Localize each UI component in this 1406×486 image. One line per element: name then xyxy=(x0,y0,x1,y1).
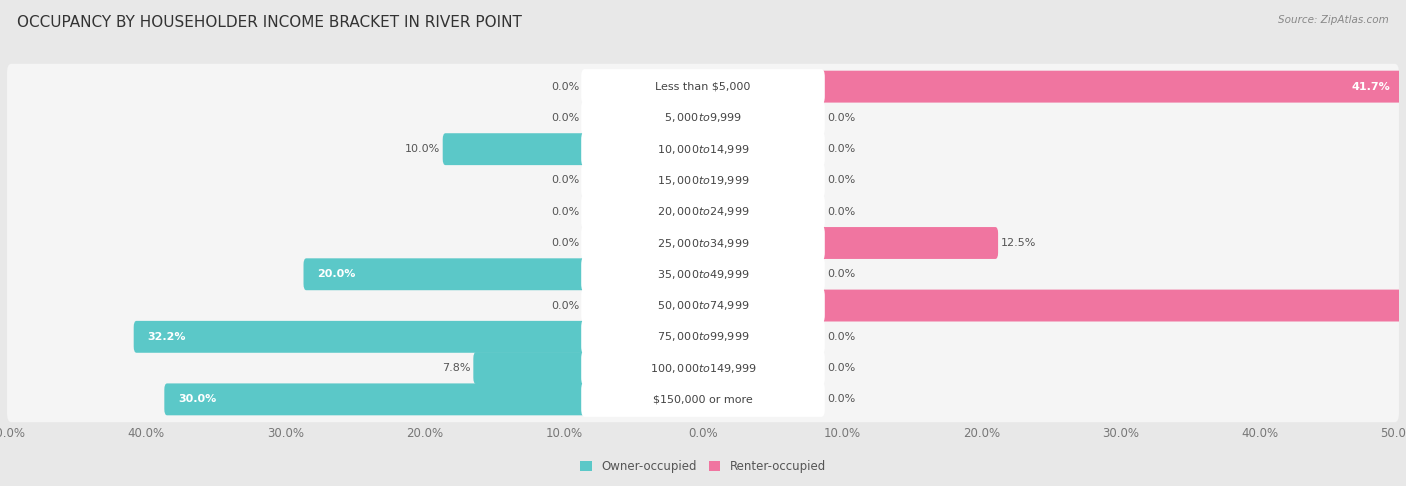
FancyBboxPatch shape xyxy=(443,133,588,165)
FancyBboxPatch shape xyxy=(474,352,588,384)
FancyBboxPatch shape xyxy=(581,69,825,104)
Text: OCCUPANCY BY HOUSEHOLDER INCOME BRACKET IN RIVER POINT: OCCUPANCY BY HOUSEHOLDER INCOME BRACKET … xyxy=(17,15,522,30)
FancyBboxPatch shape xyxy=(581,382,825,417)
FancyBboxPatch shape xyxy=(134,321,588,353)
FancyBboxPatch shape xyxy=(581,288,825,323)
Text: 0.0%: 0.0% xyxy=(827,269,855,279)
FancyBboxPatch shape xyxy=(7,189,1399,235)
Text: 12.5%: 12.5% xyxy=(1001,238,1036,248)
FancyBboxPatch shape xyxy=(818,290,1406,322)
Text: 0.0%: 0.0% xyxy=(827,363,855,373)
FancyBboxPatch shape xyxy=(7,314,1399,360)
FancyBboxPatch shape xyxy=(7,157,1399,203)
FancyBboxPatch shape xyxy=(818,70,1405,103)
Text: 0.0%: 0.0% xyxy=(827,394,855,404)
FancyBboxPatch shape xyxy=(7,64,1399,109)
FancyBboxPatch shape xyxy=(7,126,1399,172)
Text: 0.0%: 0.0% xyxy=(551,238,579,248)
Text: $150,000 or more: $150,000 or more xyxy=(654,394,752,404)
Text: $35,000 to $49,999: $35,000 to $49,999 xyxy=(657,268,749,281)
FancyBboxPatch shape xyxy=(7,377,1399,422)
FancyBboxPatch shape xyxy=(165,383,588,416)
Text: 0.0%: 0.0% xyxy=(827,113,855,123)
Text: Source: ZipAtlas.com: Source: ZipAtlas.com xyxy=(1278,15,1389,25)
Text: 0.0%: 0.0% xyxy=(551,82,579,92)
Text: $25,000 to $34,999: $25,000 to $34,999 xyxy=(657,237,749,249)
FancyBboxPatch shape xyxy=(581,132,825,167)
FancyBboxPatch shape xyxy=(7,283,1399,329)
Text: 0.0%: 0.0% xyxy=(551,207,579,217)
FancyBboxPatch shape xyxy=(7,251,1399,297)
FancyBboxPatch shape xyxy=(581,319,825,354)
Text: 0.0%: 0.0% xyxy=(551,175,579,186)
Legend: Owner-occupied, Renter-occupied: Owner-occupied, Renter-occupied xyxy=(575,455,831,478)
Text: 41.7%: 41.7% xyxy=(1351,82,1391,92)
Text: 20.0%: 20.0% xyxy=(318,269,356,279)
Text: $75,000 to $99,999: $75,000 to $99,999 xyxy=(657,330,749,343)
Text: $10,000 to $14,999: $10,000 to $14,999 xyxy=(657,143,749,156)
Text: 32.2%: 32.2% xyxy=(148,332,186,342)
FancyBboxPatch shape xyxy=(581,257,825,292)
Text: Less than $5,000: Less than $5,000 xyxy=(655,82,751,92)
FancyBboxPatch shape xyxy=(581,226,825,260)
Text: 0.0%: 0.0% xyxy=(551,113,579,123)
Text: $15,000 to $19,999: $15,000 to $19,999 xyxy=(657,174,749,187)
Text: $50,000 to $74,999: $50,000 to $74,999 xyxy=(657,299,749,312)
Text: $100,000 to $149,999: $100,000 to $149,999 xyxy=(650,362,756,375)
FancyBboxPatch shape xyxy=(7,345,1399,391)
Text: $5,000 to $9,999: $5,000 to $9,999 xyxy=(664,111,742,124)
FancyBboxPatch shape xyxy=(581,101,825,136)
Text: 0.0%: 0.0% xyxy=(827,175,855,186)
FancyBboxPatch shape xyxy=(581,350,825,385)
Text: 7.8%: 7.8% xyxy=(441,363,471,373)
FancyBboxPatch shape xyxy=(581,163,825,198)
Text: 0.0%: 0.0% xyxy=(827,332,855,342)
Text: 0.0%: 0.0% xyxy=(827,144,855,154)
Text: $20,000 to $24,999: $20,000 to $24,999 xyxy=(657,205,749,218)
Text: 0.0%: 0.0% xyxy=(827,207,855,217)
FancyBboxPatch shape xyxy=(7,95,1399,141)
FancyBboxPatch shape xyxy=(7,220,1399,266)
Text: 0.0%: 0.0% xyxy=(551,300,579,311)
FancyBboxPatch shape xyxy=(818,227,998,259)
FancyBboxPatch shape xyxy=(581,194,825,229)
Text: 10.0%: 10.0% xyxy=(405,144,440,154)
FancyBboxPatch shape xyxy=(304,259,588,290)
Text: 30.0%: 30.0% xyxy=(179,394,217,404)
